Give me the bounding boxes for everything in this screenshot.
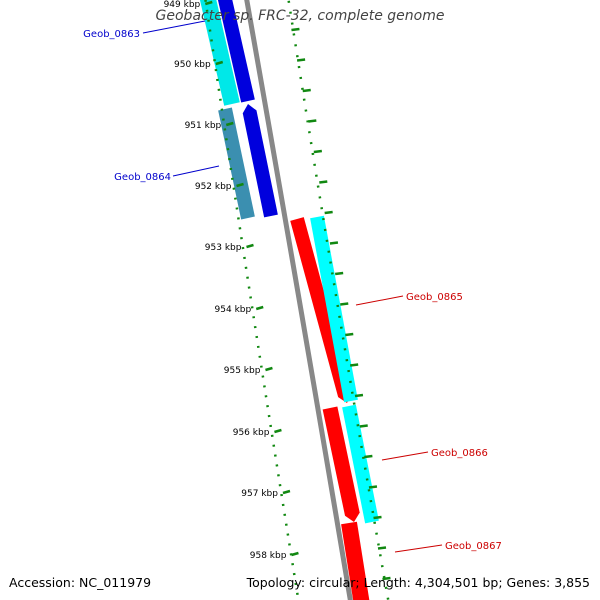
genome-backbone bbox=[244, 0, 353, 600]
minor-tick bbox=[382, 576, 391, 581]
gene-label: Geob_0865 bbox=[406, 292, 463, 303]
minor-tick bbox=[368, 485, 378, 489]
kbp-label: 955 kbp bbox=[224, 366, 261, 376]
gene-label-leader bbox=[172, 165, 220, 177]
minor-tick bbox=[302, 88, 311, 93]
kbp-tick bbox=[255, 305, 264, 311]
cds-geob-0866 bbox=[342, 404, 379, 524]
map-title: Geobacter sp. FRC-32, complete genome bbox=[155, 8, 445, 24]
kbp-label: 958 kbp bbox=[250, 551, 287, 561]
kbp-label: 950 kbp bbox=[174, 60, 211, 70]
kbp-tick bbox=[265, 366, 273, 372]
minor-tick bbox=[345, 332, 354, 337]
kbp-tick bbox=[236, 182, 244, 188]
kbp-label: 954 kbp bbox=[215, 305, 252, 315]
kbp-tick bbox=[274, 428, 282, 434]
kbp-tick bbox=[291, 551, 299, 557]
right-scale-dots bbox=[287, 0, 390, 600]
minor-tick bbox=[319, 180, 328, 184]
gene-geob-0863 bbox=[217, 0, 255, 103]
minor-tick bbox=[296, 58, 306, 62]
minor-tick bbox=[340, 302, 349, 306]
accession-label: Accession: NC_011979 bbox=[9, 575, 152, 590]
minor-tick bbox=[308, 119, 317, 123]
gene-label-leader bbox=[142, 20, 206, 34]
kbp-label: 951 kbp bbox=[185, 121, 222, 131]
genome-summary: Topology: circular; Length: 4,304,501 bp… bbox=[246, 575, 590, 590]
kbp-tick bbox=[204, 0, 213, 6]
minor-tick bbox=[291, 27, 300, 32]
kbp-tick bbox=[282, 489, 291, 495]
gene-geob-0866 bbox=[322, 406, 360, 522]
minor-tick bbox=[359, 424, 368, 428]
kbp-tick bbox=[225, 121, 234, 127]
backbone-highlight bbox=[241, 0, 347, 600]
kbp-label: 949 kbp bbox=[164, 0, 201, 10]
kbp-label: 957 kbp bbox=[241, 489, 278, 499]
minor-tick bbox=[377, 546, 387, 550]
minor-tick bbox=[354, 393, 364, 398]
gene-label-leader bbox=[394, 544, 443, 553]
minor-tick bbox=[373, 515, 382, 520]
gene-label: Geob_0867 bbox=[445, 541, 502, 552]
minor-tick bbox=[324, 210, 333, 215]
gene-label-leader bbox=[355, 295, 404, 306]
minor-tick bbox=[313, 149, 322, 154]
gene-label: Geob_0866 bbox=[431, 448, 488, 459]
minor-tick bbox=[329, 241, 339, 245]
gene-label: Geob_0864 bbox=[114, 172, 171, 183]
cds-geob-0865 bbox=[310, 215, 358, 403]
cds-geob-0864 bbox=[218, 107, 255, 220]
cds-geob-0863 bbox=[199, 0, 240, 106]
gene-label: Geob_0863 bbox=[83, 29, 140, 40]
kbp-label: 952 kbp bbox=[195, 182, 232, 192]
kbp-label: 953 kbp bbox=[205, 243, 242, 253]
minor-tick bbox=[364, 454, 373, 459]
kbp-tick bbox=[215, 60, 224, 66]
gene-geob-0864 bbox=[242, 104, 278, 218]
kbp-label: 956 kbp bbox=[233, 428, 270, 438]
minor-tick bbox=[334, 271, 344, 276]
minor-tick bbox=[350, 363, 359, 367]
gene-geob-0867 bbox=[341, 521, 370, 600]
kbp-tick bbox=[246, 243, 254, 249]
gene-label-leader bbox=[381, 451, 429, 461]
